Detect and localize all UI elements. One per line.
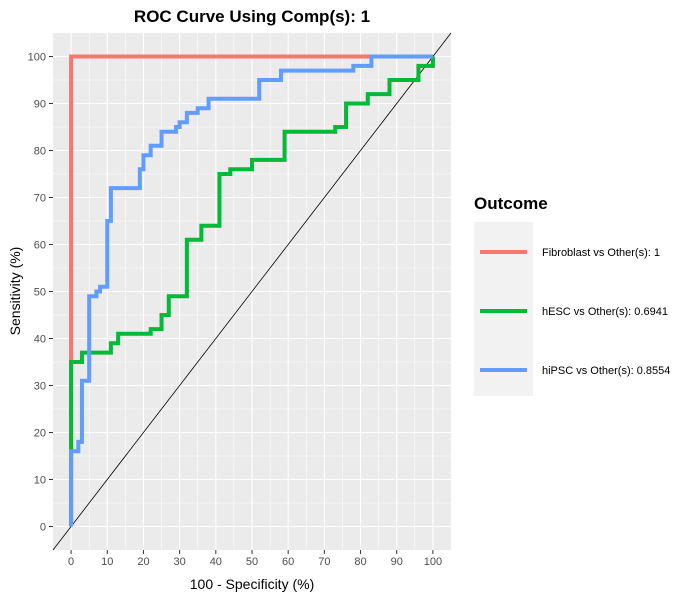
legend-title: Outcome (474, 194, 548, 213)
x-tick-label: 40 (210, 556, 222, 568)
y-tick-label: 30 (34, 381, 46, 393)
reference-diagonal (52, 32, 452, 551)
y-tick-label: 40 (34, 334, 46, 346)
series-line-1 (69, 56, 435, 527)
y-tick-label: 80 (34, 146, 46, 158)
x-tick-label: 100 (424, 556, 442, 568)
legend: Fibroblast vs Other(s): 1 hESC vs Other(s… (474, 222, 670, 396)
x-tick-label: 30 (174, 556, 186, 568)
y-tick-label: 70 (34, 193, 46, 205)
x-tick-label: 80 (354, 556, 366, 568)
x-tick-label: 50 (246, 556, 258, 568)
chart-title: ROC Curve Using Comp(s): 1 (134, 7, 370, 26)
y-tick-label: 0 (40, 522, 46, 534)
x-tick-label: 0 (68, 556, 74, 568)
x-tick-label: 70 (318, 556, 330, 568)
y-tick-label: 100 (28, 52, 46, 64)
y-tick-label: 20 (34, 428, 46, 440)
x-tick-label: 60 (282, 556, 294, 568)
y-tick-label: 50 (34, 287, 46, 299)
legend-label-2: hiPSC vs Other(s): 0.8554 (542, 365, 670, 377)
y-tick-label: 60 (34, 240, 46, 252)
x-tick-label: 20 (137, 556, 149, 568)
x-axis-ticks: 0 10 20 30 40 50 60 70 80 90 100 (68, 550, 442, 568)
y-axis-label: Sensitivity (%) (7, 247, 23, 336)
y-axis-ticks: 0 10 20 30 40 50 60 70 80 90 100 (28, 52, 53, 534)
series-lines (69, 54, 435, 527)
series-line-2 (69, 54, 433, 527)
legend-label-1: hESC vs Other(s): 0.6941 (542, 306, 668, 318)
x-tick-label: 90 (391, 556, 403, 568)
diagonal-line (52, 32, 452, 551)
legend-label-0: Fibroblast vs Other(s): 1 (542, 247, 660, 259)
x-tick-label: 10 (101, 556, 113, 568)
y-tick-label: 90 (34, 99, 46, 111)
y-tick-label: 10 (34, 475, 46, 487)
x-axis-label: 100 - Specificity (%) (190, 576, 314, 592)
